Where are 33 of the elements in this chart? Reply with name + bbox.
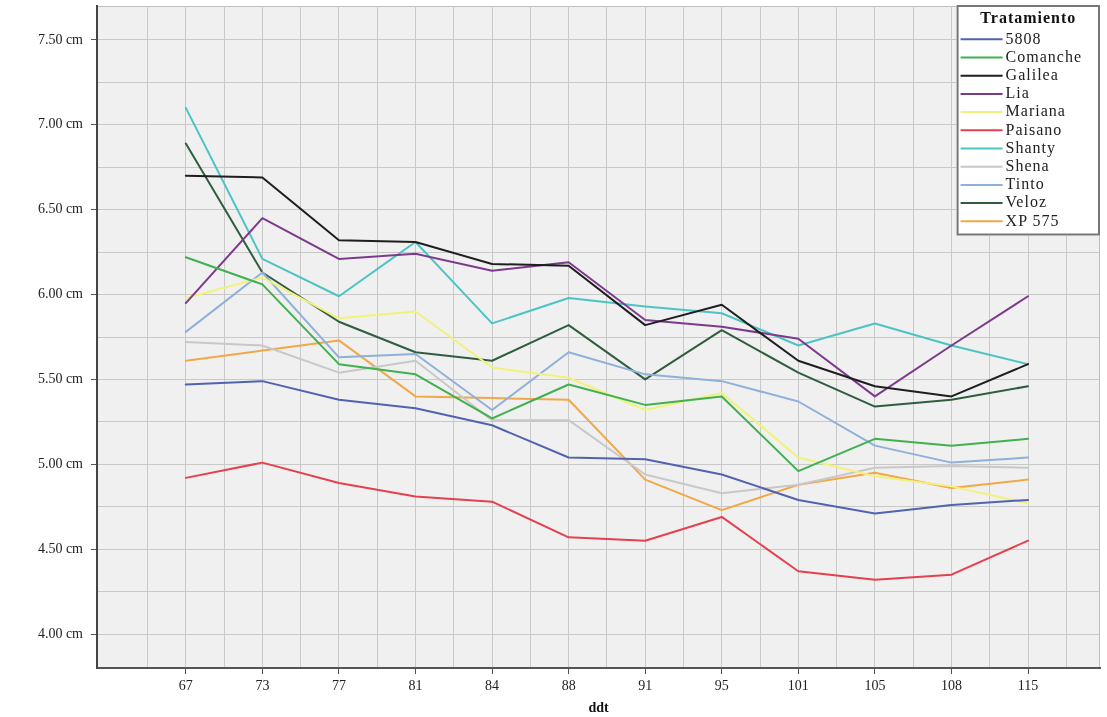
legend-label: Tinto — [1005, 175, 1045, 193]
legend-label: Shanty — [1005, 138, 1057, 157]
x-axis-title: ddt — [588, 700, 609, 716]
x-tick-label: 81 — [408, 678, 423, 694]
legend-label: Galilea — [1005, 65, 1059, 83]
legend-label: Shena — [1005, 156, 1050, 174]
x-tick-label: 91 — [638, 678, 653, 694]
x-tick-label: 84 — [485, 678, 500, 694]
legend-label: Paisano — [1005, 120, 1063, 138]
y-tick-label: 5.50 cm — [37, 371, 84, 387]
x-tick-label: 108 — [940, 678, 962, 694]
y-tick-label: 4.50 cm — [37, 540, 84, 556]
y-tick-label: 7.50 cm — [37, 31, 84, 47]
x-tick-label: 95 — [714, 678, 729, 694]
x-tick-label: 77 — [331, 678, 346, 694]
legend-label: 5808 — [1005, 29, 1042, 47]
y-tick-label: 5.00 cm — [37, 455, 84, 471]
x-tick-label: 88 — [561, 678, 576, 694]
legend-label: Mariana — [1005, 102, 1066, 120]
x-tick-label: 73 — [255, 678, 270, 694]
legend-label: Veloz — [1005, 193, 1048, 211]
legend-label: Lia — [1005, 84, 1030, 102]
legend-title: Tratamiento — [980, 9, 1077, 27]
x-tick-label: 67 — [178, 678, 193, 694]
y-tick-label: 6.50 cm — [37, 201, 84, 217]
legend-label: XP 575 — [1005, 211, 1060, 229]
y-tick-label: 6.00 cm — [37, 286, 84, 302]
x-tick-label: 105 — [864, 678, 886, 694]
y-tick-label: 4.00 cm — [37, 625, 84, 641]
legend-label: Comanche — [1005, 47, 1082, 65]
x-tick-label: 101 — [787, 678, 809, 694]
x-tick-label: 115 — [1017, 678, 1039, 694]
y-tick-label: 7.00 cm — [37, 116, 84, 132]
